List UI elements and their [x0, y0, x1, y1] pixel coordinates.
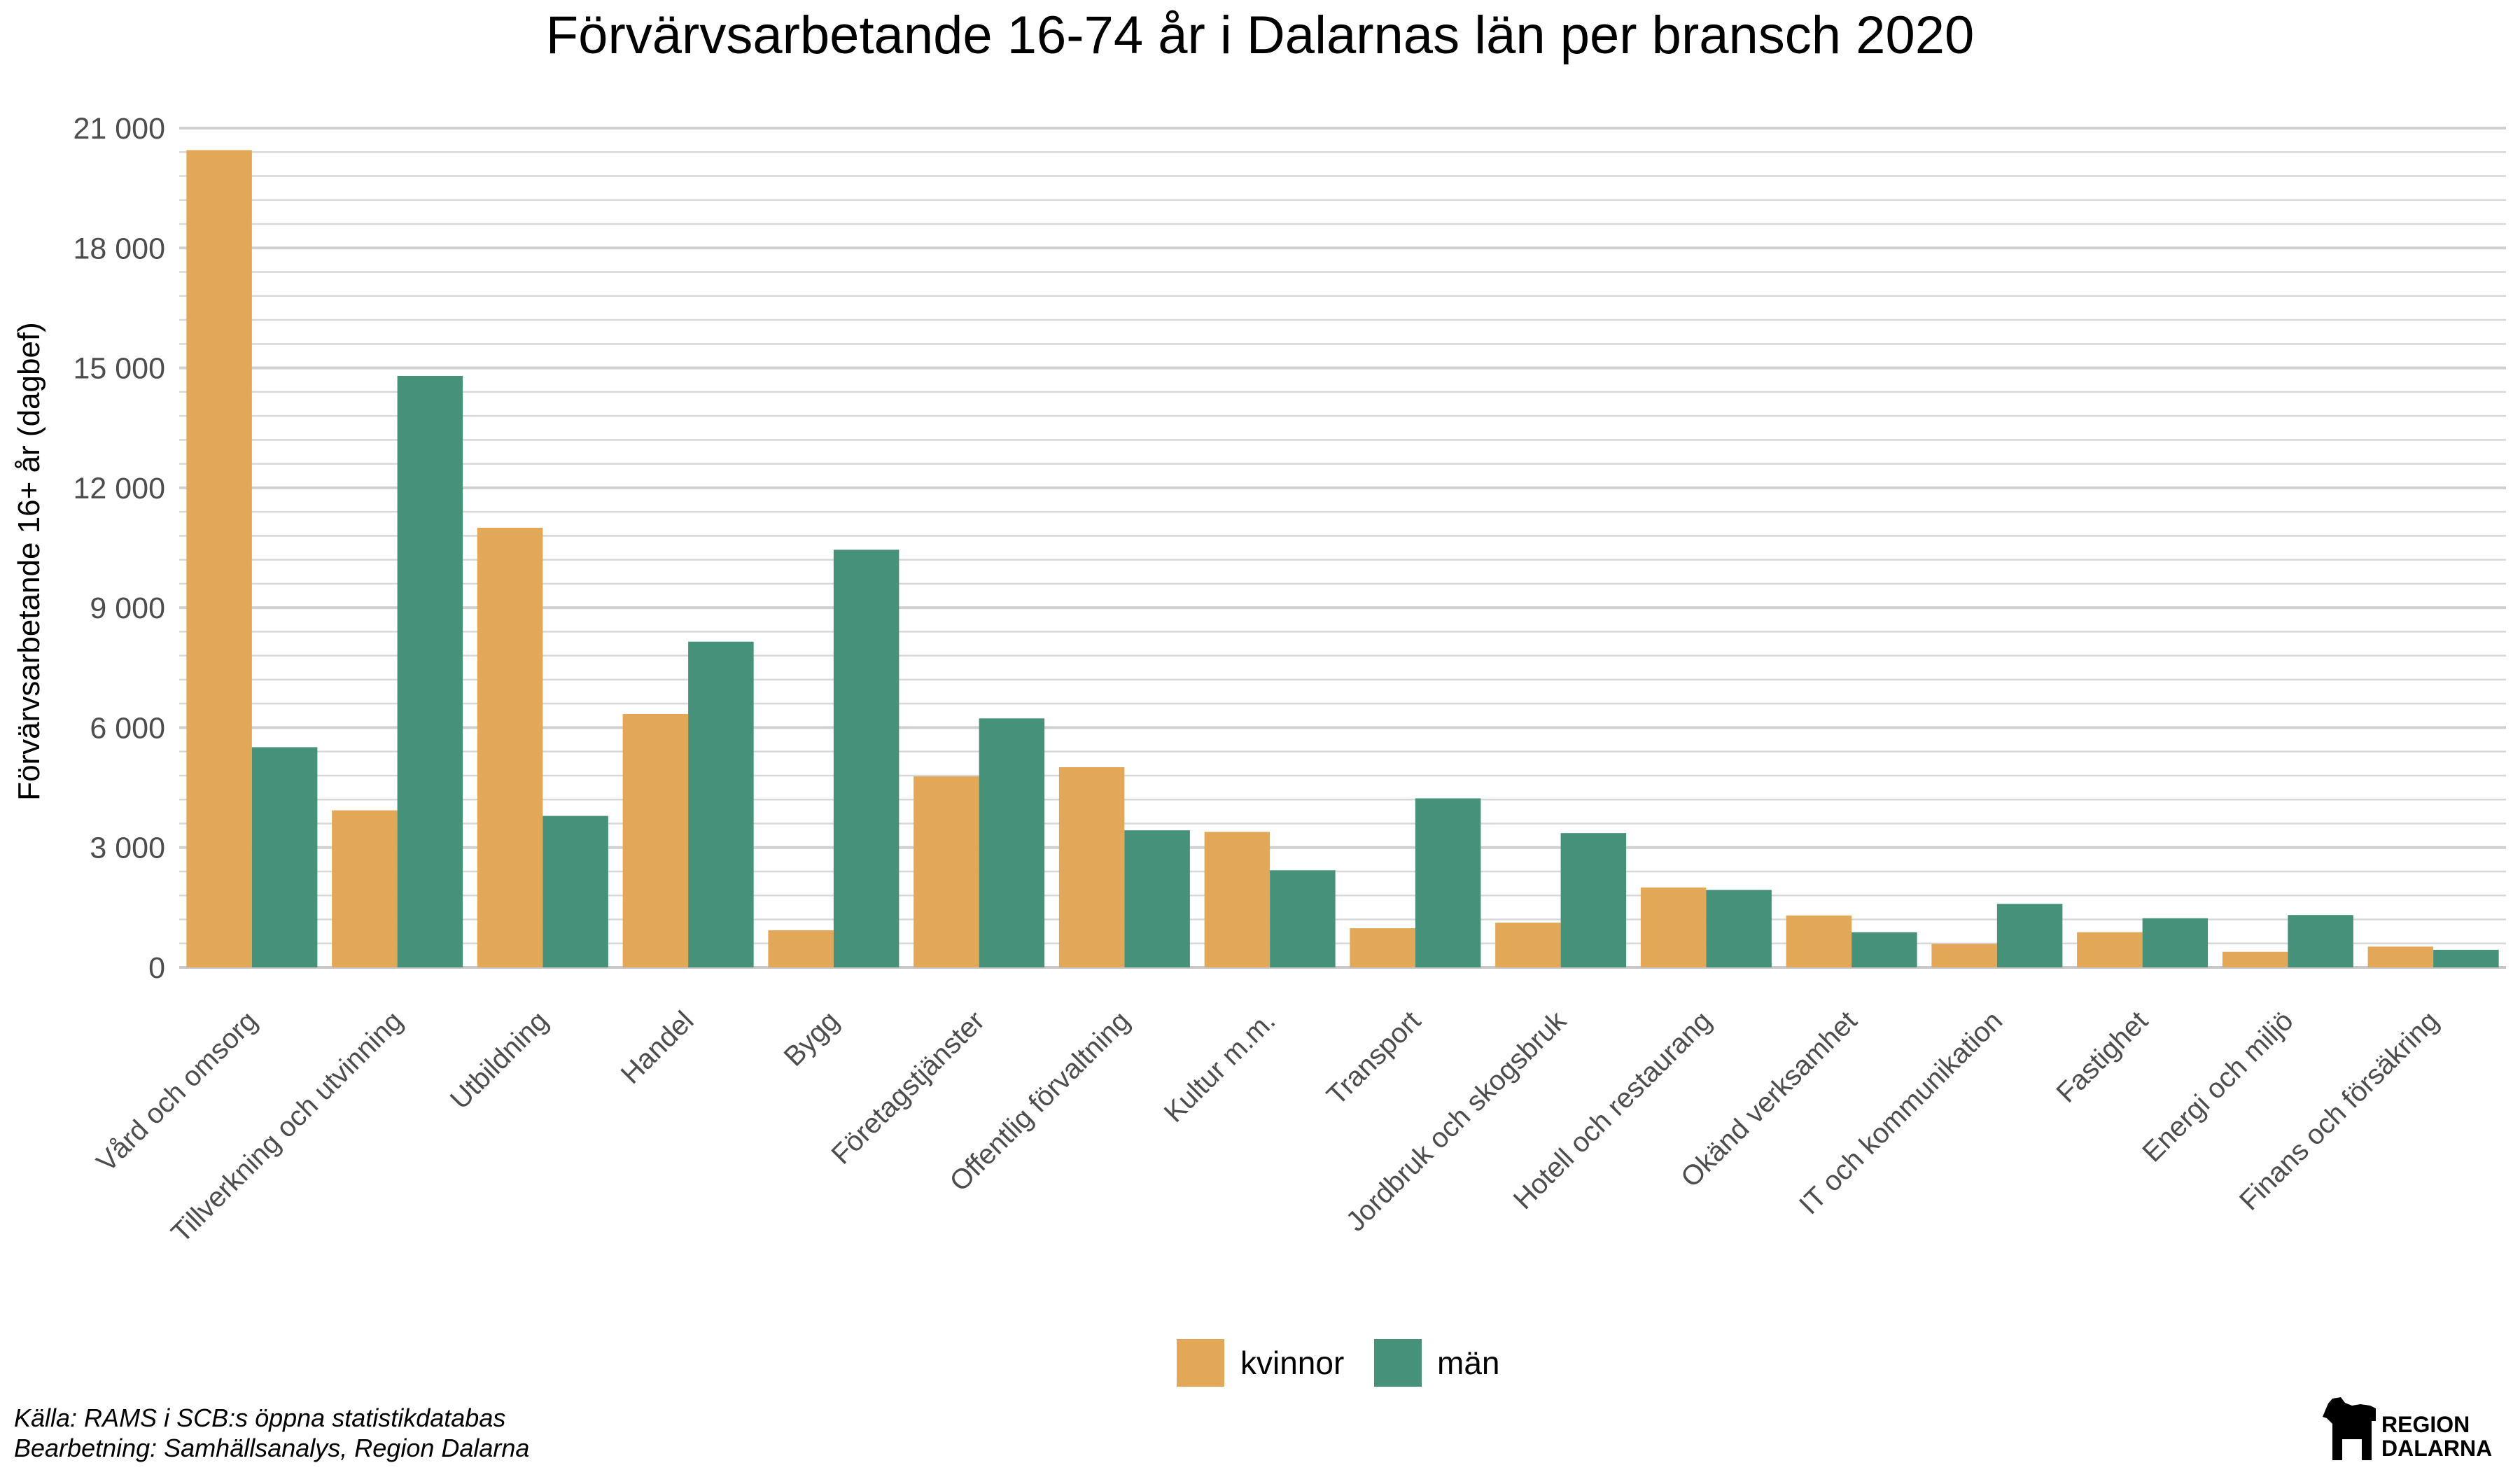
legend-swatch-kvinnor: [1177, 1339, 1224, 1387]
chart-title: Förvärvsarbetande 16-74 år i Dalarnas lä…: [546, 6, 1975, 65]
bar-man: [2142, 918, 2208, 967]
logo-text-region: REGION: [2381, 1412, 2470, 1437]
x-tick-label: Fastighet: [2051, 1005, 2154, 1108]
bar-man: [2288, 915, 2353, 967]
x-tick-label: Transport: [1321, 1005, 1427, 1111]
bar-kvinnor: [622, 714, 689, 967]
bar-kvinnor: [186, 150, 252, 968]
bar-kvinnor: [913, 776, 979, 967]
x-tick-label: Utbildning: [444, 1005, 554, 1115]
y-tick-label: 0: [148, 951, 165, 985]
source-caption: Källa: RAMS i SCB:s öppna statistikdatab…: [14, 1404, 505, 1432]
bar-kvinnor: [1931, 944, 1997, 967]
y-tick-label: 15 000: [73, 352, 165, 386]
bar-kvinnor: [1350, 928, 1415, 967]
x-tick-label: Företagstjänster: [826, 1005, 990, 1170]
x-tick-label: Bygg: [778, 1005, 846, 1072]
processing-caption: Bearbetning: Samhällsanalys, Region Dala…: [14, 1434, 529, 1462]
x-tick-label: Tillverkning och utvinning: [165, 1005, 409, 1249]
bar-man: [688, 641, 754, 967]
bars: [186, 150, 2499, 968]
bar-man: [833, 550, 899, 967]
bar-kvinnor: [332, 810, 398, 967]
legend-label-man: män: [1437, 1345, 1499, 1381]
y-tick-label: 12 000: [73, 472, 165, 505]
bar-kvinnor: [2077, 932, 2143, 967]
x-tick-label: Vård och omsorg: [91, 1005, 263, 1177]
bar-man: [2433, 949, 2499, 967]
bar-man: [979, 718, 1045, 967]
bar-man: [1851, 932, 1917, 967]
y-tick-label: 18 000: [73, 232, 165, 265]
y-axis-label: Förvärvsarbetande 16+ år (dagbef): [12, 322, 46, 801]
y-tick-label: 3 000: [90, 832, 165, 865]
region-dalarna-logo: REGION DALARNA: [2323, 1397, 2492, 1461]
bar-kvinnor: [477, 527, 543, 967]
bar-man: [542, 816, 608, 967]
x-tick-label: Handel: [615, 1005, 700, 1090]
bar-kvinnor: [1495, 923, 1561, 967]
bar-man: [1415, 798, 1481, 967]
bar-man: [251, 747, 318, 967]
bar-kvinnor: [1786, 915, 1852, 967]
logo-text-dalarna: DALARNA: [2381, 1436, 2492, 1461]
bar-kvinnor: [1640, 887, 1707, 967]
bar-kvinnor: [2222, 951, 2288, 967]
y-tick-label: 9 000: [90, 592, 165, 625]
y-tick-label: 21 000: [73, 112, 165, 146]
bar-man: [1996, 904, 2063, 967]
bar-man: [1560, 833, 1627, 967]
x-tick-label: Kultur m.m.: [1158, 1005, 1282, 1128]
y-tick-labels: 0 3 000 6 000 9 000 12 000 15 000 18 000 21 000: [73, 112, 165, 985]
legend-label-kvinnor: kvinnor: [1240, 1345, 1344, 1381]
bar-kvinnor: [1204, 832, 1270, 967]
x-tick-label: Energi och miljö: [2136, 1005, 2299, 1168]
bar-man: [1124, 830, 1190, 967]
bar-man: [397, 375, 463, 967]
legend: kvinnor män: [1177, 1339, 1499, 1387]
bar-kvinnor: [768, 930, 834, 967]
bar-kvinnor: [1058, 766, 1125, 967]
y-tick-label: 6 000: [90, 711, 165, 745]
legend-swatch-man: [1374, 1339, 1422, 1387]
bar-man: [1270, 870, 1336, 967]
bar-man: [1706, 890, 1772, 967]
bar-kvinnor: [2367, 946, 2434, 967]
dala-horse-icon: [2323, 1397, 2376, 1460]
